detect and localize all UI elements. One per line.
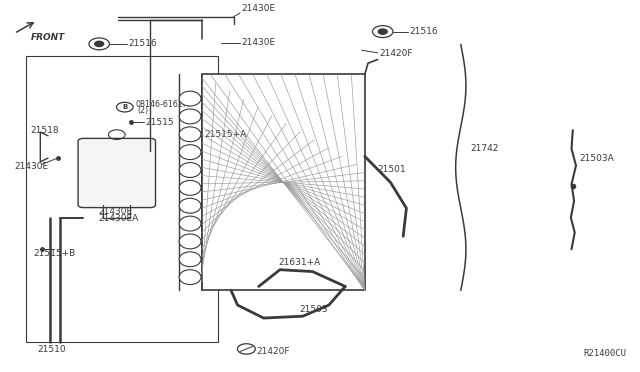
- Text: 21516: 21516: [410, 27, 438, 36]
- Ellipse shape: [179, 109, 201, 124]
- Text: 21515+A: 21515+A: [205, 130, 247, 139]
- Ellipse shape: [179, 252, 201, 267]
- Ellipse shape: [179, 198, 201, 213]
- Ellipse shape: [179, 234, 201, 249]
- Text: 21503A: 21503A: [580, 154, 614, 163]
- Text: 21518: 21518: [30, 126, 59, 135]
- Text: (2): (2): [138, 106, 149, 115]
- Text: 21516: 21516: [128, 39, 157, 48]
- Text: 21430E: 21430E: [241, 4, 275, 13]
- Text: FRONT: FRONT: [31, 33, 65, 42]
- Ellipse shape: [179, 127, 201, 142]
- Text: 21515: 21515: [145, 118, 174, 126]
- Ellipse shape: [179, 163, 201, 177]
- Text: 21430E: 21430E: [14, 162, 48, 171]
- Circle shape: [95, 41, 104, 46]
- Circle shape: [378, 29, 387, 34]
- FancyBboxPatch shape: [78, 138, 156, 208]
- Text: 21631+A: 21631+A: [278, 258, 321, 267]
- Text: 21420F: 21420F: [257, 347, 290, 356]
- Text: B: B: [122, 104, 127, 110]
- Bar: [26, 56, 218, 342]
- Ellipse shape: [179, 180, 201, 195]
- Ellipse shape: [179, 270, 201, 285]
- Ellipse shape: [179, 145, 201, 160]
- Text: 21430E: 21430E: [241, 38, 275, 47]
- Ellipse shape: [179, 216, 201, 231]
- Text: 21430E: 21430E: [98, 207, 132, 216]
- Text: 21420F: 21420F: [379, 49, 412, 58]
- Text: 21510: 21510: [37, 345, 66, 354]
- Text: 21742: 21742: [470, 144, 499, 153]
- Text: 08146-6162H: 08146-6162H: [136, 100, 189, 109]
- Text: 21503: 21503: [300, 305, 328, 314]
- Text: 21430EA: 21430EA: [98, 214, 138, 223]
- Text: 21515+B: 21515+B: [33, 249, 76, 258]
- Bar: [202, 74, 365, 290]
- Ellipse shape: [179, 91, 201, 106]
- Text: R21400CU: R21400CU: [583, 349, 626, 358]
- Text: 21501: 21501: [378, 165, 406, 174]
